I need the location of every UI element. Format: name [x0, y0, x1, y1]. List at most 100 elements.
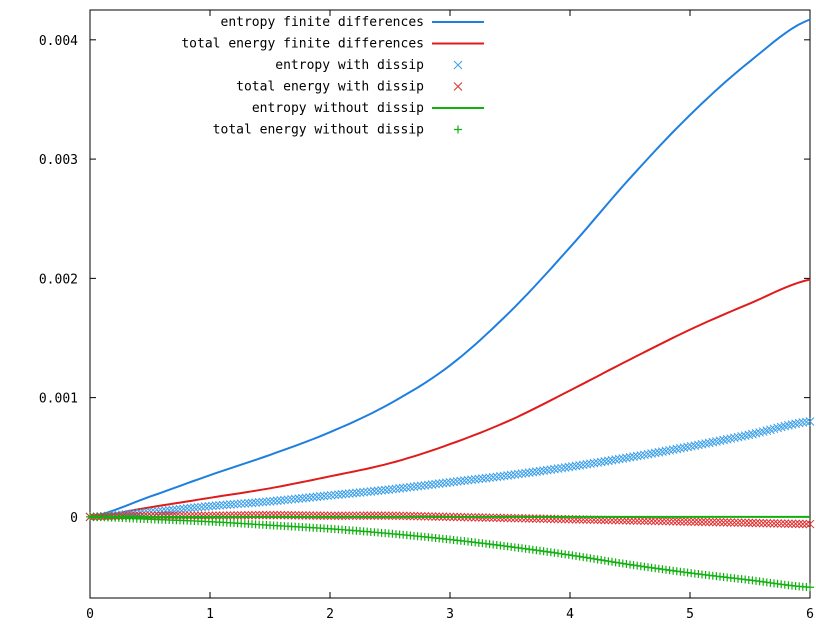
- y-tick-label: 0.004: [39, 34, 78, 49]
- series-point: [337, 511, 347, 521]
- series-0: [89, 18, 811, 518]
- series-point: [712, 517, 721, 527]
- series-point: [251, 510, 260, 520]
- legend-swatch: [453, 82, 463, 91]
- series-point: [787, 519, 797, 529]
- series-point: [391, 484, 401, 494]
- series-point: [643, 449, 653, 459]
- series-point: [798, 519, 808, 529]
- series-point: [247, 510, 257, 520]
- series-point: [582, 459, 592, 469]
- series-point: [258, 510, 268, 520]
- series-point: [298, 493, 307, 503]
- series-point: [283, 495, 293, 505]
- series-point: [733, 432, 743, 442]
- series-point: [532, 467, 541, 476]
- series-point: [668, 445, 678, 455]
- series-point: [784, 519, 793, 529]
- x-tick-label: 3: [446, 607, 454, 622]
- series-point: [442, 478, 451, 488]
- series-point: [683, 517, 692, 526]
- series-point: [233, 499, 242, 509]
- series-point: [222, 511, 232, 520]
- series-point: [517, 469, 527, 478]
- series-point: [190, 503, 199, 513]
- series-point: [676, 443, 685, 453]
- series-point: [697, 517, 707, 527]
- series-point: [312, 511, 322, 520]
- series-point: [344, 511, 354, 521]
- series-point: [262, 510, 271, 520]
- series-point: [215, 511, 224, 520]
- series-point: [722, 518, 732, 527]
- series-point: [186, 503, 196, 513]
- legend: entropy finite differences total energy f…: [181, 15, 484, 138]
- series-point: [179, 511, 188, 521]
- series-point: [773, 423, 782, 433]
- series-point: [362, 511, 372, 520]
- series-point: [254, 497, 264, 507]
- legend-label: total energy with dissip: [236, 80, 424, 95]
- series-point: [740, 431, 750, 440]
- series-point: [517, 513, 527, 523]
- series-point: [650, 448, 660, 458]
- series-point: [737, 431, 746, 441]
- series-point: [319, 491, 329, 501]
- series-point: [632, 451, 642, 461]
- series-point: [359, 511, 368, 521]
- series-point: [175, 504, 185, 514]
- series-point: [802, 519, 811, 529]
- series-point: [514, 513, 523, 523]
- series-point: [514, 469, 523, 479]
- series-point: [553, 464, 563, 473]
- series-point: [341, 489, 350, 499]
- series-point: [539, 466, 548, 475]
- series-point: [478, 474, 487, 483]
- legend-label: entropy with dissip: [275, 58, 424, 73]
- series-point: [686, 517, 696, 527]
- series-point: [193, 511, 203, 521]
- series-point: [632, 516, 642, 525]
- series-point: [762, 426, 772, 435]
- series-point: [726, 518, 736, 527]
- series-point: [366, 511, 376, 520]
- series-point: [463, 475, 473, 485]
- series-point: [521, 468, 530, 478]
- series-point: [614, 454, 624, 464]
- series-point: [272, 496, 282, 506]
- series-point: [438, 478, 448, 488]
- series-point: [524, 468, 534, 477]
- series-point: [474, 474, 484, 484]
- chart-marks: [85, 18, 815, 592]
- x-tick-label: 0: [86, 607, 94, 622]
- series-point: [434, 479, 444, 488]
- series-point: [456, 476, 466, 486]
- series-point: [308, 511, 318, 520]
- series-point: [377, 511, 386, 521]
- series-point: [395, 484, 404, 493]
- series-point: [719, 435, 728, 445]
- series-point: [762, 518, 772, 528]
- legend-swatch: [454, 125, 462, 134]
- series-point: [701, 517, 710, 527]
- series-point: [744, 518, 754, 528]
- series-point: [283, 510, 293, 520]
- series-point: [215, 500, 224, 510]
- series-point: [780, 421, 790, 431]
- series-point: [186, 511, 196, 521]
- series-point: [730, 518, 739, 527]
- legend-label: entropy without dissip: [252, 101, 424, 116]
- series-point: [672, 444, 682, 454]
- series-point: [780, 519, 790, 528]
- series-point: [694, 517, 703, 527]
- series-point: [730, 433, 739, 443]
- series-point: [341, 511, 350, 521]
- series-point: [726, 434, 736, 443]
- series-point: [640, 450, 649, 460]
- series-point: [647, 516, 656, 526]
- series-point: [211, 511, 221, 521]
- series-point: [251, 498, 260, 507]
- series-point: [712, 437, 721, 446]
- series-point: [658, 516, 667, 526]
- series-point: [532, 514, 541, 523]
